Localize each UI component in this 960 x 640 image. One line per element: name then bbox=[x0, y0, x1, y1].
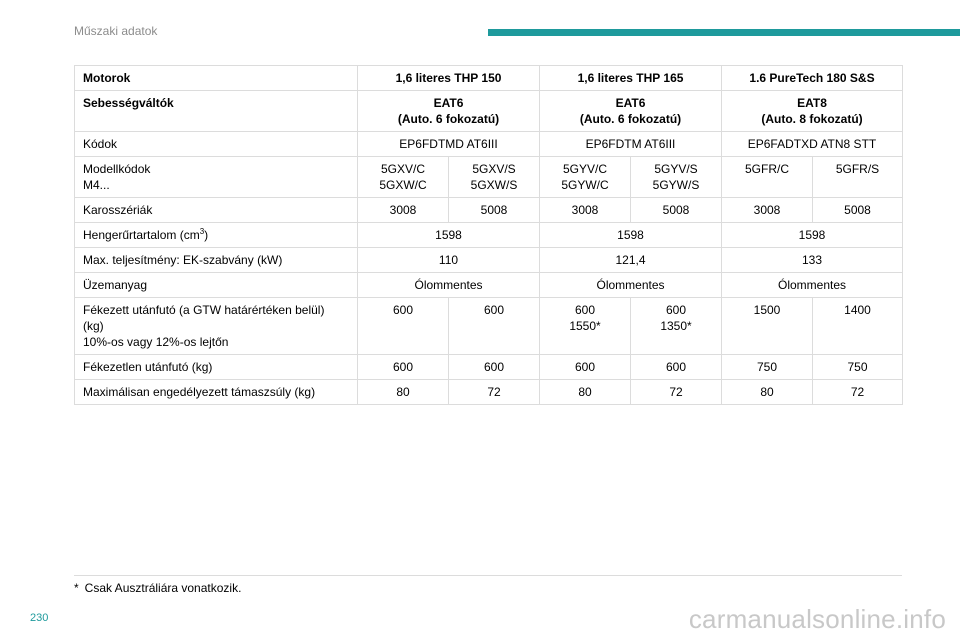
table-cell: 80 bbox=[357, 379, 449, 405]
superscript: 3 bbox=[199, 227, 205, 236]
table-cell: 600 bbox=[448, 354, 540, 380]
table-row-model-codes: Modellkódok M4... 5GXV/C 5GXW/C 5GXV/S 5… bbox=[74, 156, 903, 198]
table-cell: 600 bbox=[630, 354, 722, 380]
table-cell: 600 1350* bbox=[630, 297, 722, 355]
table-cell: 72 bbox=[630, 379, 722, 405]
table-cell: EP6FADTXD ATN8 STT bbox=[721, 131, 903, 157]
table-cell: 750 bbox=[812, 354, 903, 380]
table-row-bodies: Karosszériák 3008 5008 3008 5008 3008 50… bbox=[74, 197, 903, 223]
watermark: carmanualsonline.info bbox=[688, 604, 946, 634]
table-cell: EAT6 (Auto. 6 fokozatú) bbox=[539, 90, 722, 132]
row-label: Modellkódok M4... bbox=[74, 156, 358, 198]
table-row-codes: Kódok EP6FDTMD AT6III EP6FDTM AT6III EP6… bbox=[74, 131, 903, 157]
table-row-displacement: Hengerűrtartalom (cm3) 1598 1598 1598 bbox=[74, 222, 903, 248]
row-label-text: Hengerűrtartalom (cm bbox=[83, 228, 200, 242]
table-cell: 600 1550* bbox=[539, 297, 631, 355]
row-label: Hengerűrtartalom (cm3) bbox=[74, 222, 358, 248]
table-row-engines: Motorok 1,6 literes THP 150 1,6 literes … bbox=[74, 65, 903, 91]
table-cell: 5GYV/S 5GYW/S bbox=[630, 156, 722, 198]
table-cell: 3008 bbox=[539, 197, 631, 223]
table-cell: EP6FDTM AT6III bbox=[539, 131, 722, 157]
table-cell: 121,4 bbox=[539, 247, 722, 273]
table-cell: 5008 bbox=[630, 197, 722, 223]
specs-table: Motorok 1,6 literes THP 150 1,6 literes … bbox=[74, 65, 903, 405]
section-title: Műszaki adatok bbox=[74, 24, 158, 38]
table-row-braked-trailer: Fékezett utánfutó (a GTW határértéken be… bbox=[74, 297, 903, 355]
table-cell: 3008 bbox=[357, 197, 449, 223]
table-row-gearboxes: Sebességváltók EAT6 (Auto. 6 fokozatú) E… bbox=[74, 90, 903, 132]
table-cell: 1,6 literes THP 150 bbox=[357, 65, 540, 91]
footnote-marker: * bbox=[74, 581, 79, 595]
table-cell: EAT8 (Auto. 8 fokozatú) bbox=[721, 90, 903, 132]
row-label: Kódok bbox=[74, 131, 358, 157]
table-cell: 5GXV/S 5GXW/S bbox=[448, 156, 540, 198]
table-cell: 72 bbox=[448, 379, 540, 405]
footnote-divider bbox=[74, 575, 902, 576]
table-cell: 110 bbox=[357, 247, 540, 273]
table-cell: EAT6 (Auto. 6 fokozatú) bbox=[357, 90, 540, 132]
table-cell: 1,6 literes THP 165 bbox=[539, 65, 722, 91]
footnote-text: Csak Ausztráliára vonatkozik. bbox=[84, 581, 242, 595]
row-label: Fékezetlen utánfutó (kg) bbox=[74, 354, 358, 380]
table-cell: 1400 bbox=[812, 297, 903, 355]
footnote: * Csak Ausztráliára vonatkozik. bbox=[74, 581, 241, 595]
table-cell: 600 bbox=[357, 354, 449, 380]
table-cell: 80 bbox=[539, 379, 631, 405]
table-row-max-power: Max. teljesítmény: EK-szabvány (kW) 110 … bbox=[74, 247, 903, 273]
table-cell: 5GXV/C 5GXW/C bbox=[357, 156, 449, 198]
table-cell: 3008 bbox=[721, 197, 813, 223]
table-row-fuel: Üzemanyag Ólommentes Ólommentes Ólomment… bbox=[74, 272, 903, 298]
row-label: Maximálisan engedélyezett támaszsúly (kg… bbox=[74, 379, 358, 405]
accent-bar bbox=[488, 29, 960, 36]
table-cell: 1598 bbox=[539, 222, 722, 248]
row-label: Sebességváltók bbox=[74, 90, 358, 132]
row-label: Üzemanyag bbox=[74, 272, 358, 298]
page-number: 230 bbox=[30, 612, 49, 624]
table-cell: 1.6 PureTech 180 S&S bbox=[721, 65, 903, 91]
table-cell: 1598 bbox=[721, 222, 903, 248]
table-cell: 750 bbox=[721, 354, 813, 380]
table-cell: 5008 bbox=[812, 197, 903, 223]
table-cell: 1598 bbox=[357, 222, 540, 248]
row-label: Fékezett utánfutó (a GTW határértéken be… bbox=[74, 297, 358, 355]
table-row-unbraked-trailer: Fékezetlen utánfutó (kg) 600 600 600 600… bbox=[74, 354, 903, 380]
table-cell: 133 bbox=[721, 247, 903, 273]
row-label-end: ) bbox=[204, 228, 209, 242]
table-cell: 5GFR/C bbox=[721, 156, 813, 198]
table-cell: 80 bbox=[721, 379, 813, 405]
table-cell: 600 bbox=[539, 354, 631, 380]
table-row-max-nose-weight: Maximálisan engedélyezett támaszsúly (kg… bbox=[74, 379, 903, 405]
table-cell: 5GYV/C 5GYW/C bbox=[539, 156, 631, 198]
table-cell: 600 bbox=[357, 297, 449, 355]
table-cell: 1500 bbox=[721, 297, 813, 355]
table-cell: Ólommentes bbox=[539, 272, 722, 298]
row-label: Karosszériák bbox=[74, 197, 358, 223]
table-cell: 5GFR/S bbox=[812, 156, 903, 198]
table-cell: Ólommentes bbox=[357, 272, 540, 298]
table-cell: 5008 bbox=[448, 197, 540, 223]
table-cell: EP6FDTMD AT6III bbox=[357, 131, 540, 157]
table-cell: 600 bbox=[448, 297, 540, 355]
row-label: Max. teljesítmény: EK-szabvány (kW) bbox=[74, 247, 358, 273]
row-label: Motorok bbox=[74, 65, 358, 91]
table-cell: Ólommentes bbox=[721, 272, 903, 298]
table-cell: 72 bbox=[812, 379, 903, 405]
